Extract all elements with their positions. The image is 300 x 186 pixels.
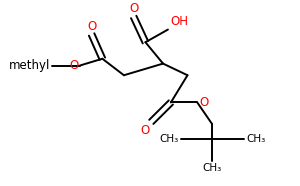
Text: CH₃: CH₃ bbox=[159, 134, 179, 144]
Text: O: O bbox=[199, 96, 208, 109]
Text: CH₃: CH₃ bbox=[202, 163, 222, 173]
Text: CH₃: CH₃ bbox=[246, 134, 266, 144]
Text: O: O bbox=[87, 20, 96, 33]
Text: O: O bbox=[129, 2, 138, 15]
Text: O: O bbox=[140, 124, 149, 137]
Text: O: O bbox=[70, 59, 79, 72]
Text: OH: OH bbox=[171, 15, 189, 28]
Text: methyl: methyl bbox=[9, 59, 50, 72]
